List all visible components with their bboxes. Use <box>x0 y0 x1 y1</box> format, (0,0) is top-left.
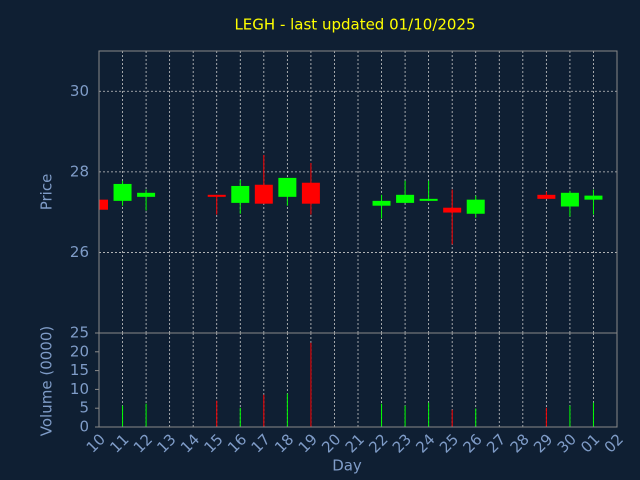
x-axis-label: Day <box>332 457 362 475</box>
plot-area <box>99 154 603 427</box>
y-tick-label: 28 <box>70 162 89 180</box>
volume-frame <box>98 332 618 428</box>
candle-body <box>113 183 132 201</box>
volume-tick-label: 25 <box>70 324 89 342</box>
volume-tick-label: 10 <box>70 380 89 398</box>
y-tick-label: 26 <box>70 243 89 261</box>
y-tick-label: 30 <box>70 82 89 100</box>
candle-body <box>231 185 250 203</box>
candle-body <box>466 199 485 214</box>
candle-body <box>301 182 320 204</box>
candle-body <box>396 194 415 203</box>
candle-body <box>207 194 226 197</box>
chart-title: LEGH - last updated 01/10/2025 <box>234 16 475 34</box>
volume-axis-label: Volume (0000) <box>38 326 56 436</box>
candle-body <box>584 195 603 200</box>
candle-body <box>560 192 579 207</box>
candle-body <box>99 199 108 210</box>
volume-tick-label: 20 <box>70 342 89 360</box>
candle-body <box>372 200 391 206</box>
candle-body <box>419 198 438 201</box>
candle-body <box>537 194 556 199</box>
volume-tick-label: 0 <box>79 418 89 436</box>
volume-tick-label: 5 <box>79 399 89 417</box>
candle-body <box>443 207 462 213</box>
candle-body <box>137 192 156 197</box>
candle-body <box>278 177 297 197</box>
y-axis-label: Price <box>38 174 56 211</box>
volume-tick-label: 15 <box>70 361 89 379</box>
candle-body <box>254 184 273 204</box>
